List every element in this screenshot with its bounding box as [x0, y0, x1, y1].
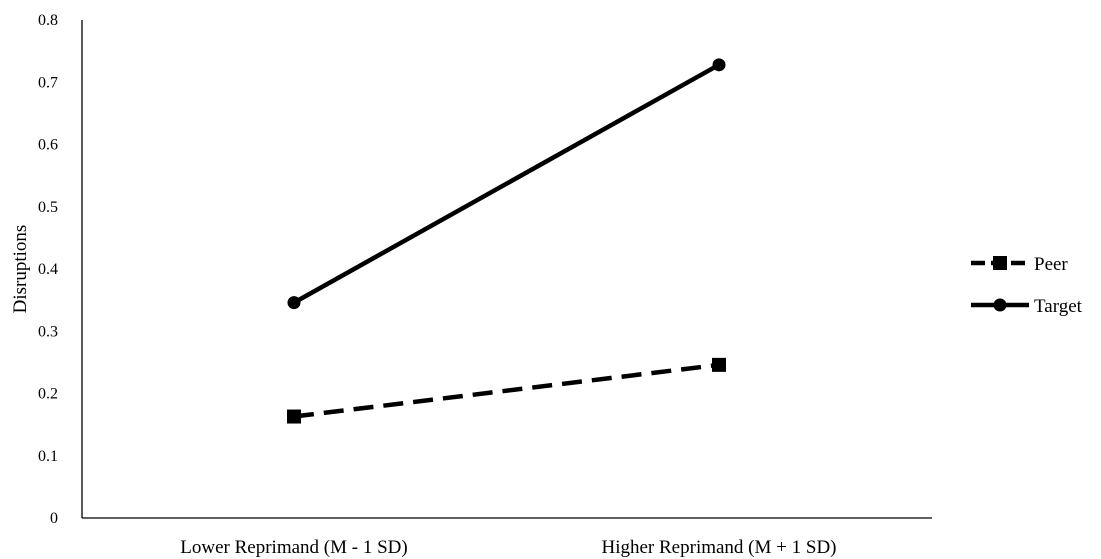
legend-item-target: Target [971, 296, 1083, 317]
y-tick-label: 0.3 [38, 323, 58, 340]
legend-marker-target [993, 298, 1007, 312]
legend: Peer Target [971, 254, 1083, 317]
target-point [712, 58, 726, 72]
target-line [292, 62, 721, 305]
legend-item-peer: Peer [971, 254, 1068, 275]
x-category-label: Lower Reprimand (M - 1 SD) [180, 537, 407, 558]
y-tick-label: 0.6 [38, 137, 58, 154]
peer-point [287, 409, 301, 424]
y-tick-labels: 0 0.1 0.2 0.3 0.4 0.5 0.6 0.7 0.8 [38, 12, 58, 527]
legend-marker-peer [993, 256, 1007, 270]
y-tick-label: 0 [50, 510, 58, 527]
y-axis-label: Disruptions [10, 225, 31, 314]
legend-label-peer: Peer [1034, 254, 1068, 275]
y-tick-label: 0.7 [38, 74, 58, 91]
y-tick-label: 0.2 [38, 386, 58, 403]
y-tick-label: 0.4 [38, 261, 58, 278]
peer-point [712, 357, 726, 372]
y-tick-label: 0.1 [38, 448, 58, 465]
x-category-label: Higher Reprimand (M + 1 SD) [602, 537, 837, 558]
series-group [287, 58, 726, 424]
x-tick-labels: Lower Reprimand (M - 1 SD) Higher Reprima… [180, 537, 836, 558]
series-target [287, 58, 726, 310]
legend-label-target: Target [1034, 296, 1083, 317]
series-peer [287, 357, 726, 424]
y-tick-label: 0.8 [38, 12, 58, 29]
y-tick-label: 0.5 [38, 199, 58, 216]
target-point [287, 296, 301, 310]
peer-line [293, 362, 720, 419]
